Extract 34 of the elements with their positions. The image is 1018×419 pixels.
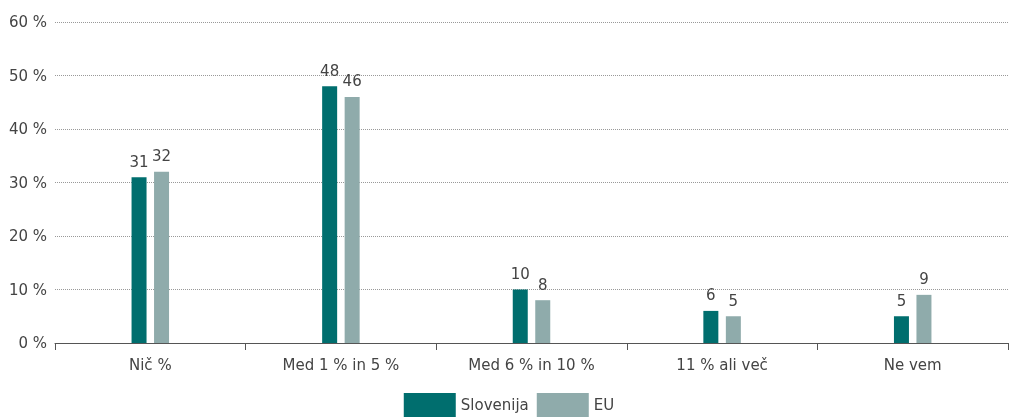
x-tick-label: Ne vem bbox=[883, 355, 942, 374]
y-tick-label: 50 % bbox=[8, 66, 47, 85]
data-label: 9 bbox=[919, 270, 929, 289]
x-tick-label: 11 % ali več bbox=[676, 355, 768, 374]
bar bbox=[131, 177, 147, 343]
bar bbox=[154, 171, 170, 343]
x-tick-label: Med 1 % in 5 % bbox=[282, 355, 400, 374]
bar bbox=[725, 316, 741, 343]
y-tick-label: 40 % bbox=[8, 120, 47, 138]
legend-label: Slovenija bbox=[460, 396, 529, 414]
x-tick-label: Med 6 % in 10 % bbox=[468, 355, 595, 374]
data-label: 8 bbox=[537, 275, 548, 294]
data-label: 6 bbox=[706, 286, 716, 305]
y-tick-label: 60 % bbox=[8, 13, 47, 31]
y-tick-label: 20 % bbox=[8, 227, 47, 245]
y-tick-label: 0 % bbox=[18, 334, 47, 352]
data-label: 46 bbox=[342, 72, 362, 91]
data-label: 5 bbox=[896, 291, 907, 310]
data-label: 10 bbox=[510, 265, 530, 283]
bar bbox=[322, 86, 338, 343]
bar bbox=[512, 289, 528, 343]
bar bbox=[893, 316, 909, 343]
legend-label: EU bbox=[593, 396, 615, 414]
y-tick-label: 10 % bbox=[8, 280, 47, 299]
data-label: 5 bbox=[728, 291, 739, 310]
x-tick-label: Nič % bbox=[128, 355, 172, 374]
data-label: 48 bbox=[320, 61, 340, 80]
data-label: 31 bbox=[129, 152, 149, 171]
bar bbox=[535, 300, 551, 343]
y-tick-label: 30 % bbox=[8, 173, 47, 192]
bar bbox=[344, 96, 360, 343]
bar bbox=[916, 294, 932, 343]
bar bbox=[703, 310, 719, 343]
data-label: 32 bbox=[152, 147, 172, 166]
